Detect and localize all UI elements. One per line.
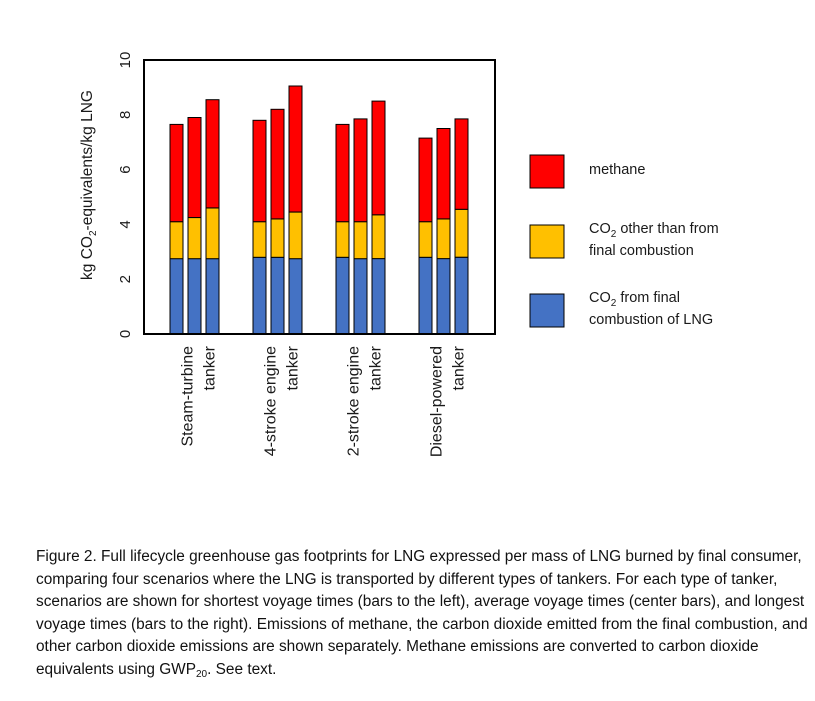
bar-segment	[187, 258, 202, 335]
x-label-line: tanker	[285, 345, 302, 390]
x-category-label: 2-stroke engine tanker	[346, 345, 385, 456]
bar-segment	[353, 118, 368, 223]
bar-segment	[418, 221, 433, 258]
bar-segment	[187, 117, 202, 218]
bar-segment	[270, 256, 285, 335]
bar-segment	[436, 128, 451, 220]
y-tick-label: 10	[117, 52, 134, 69]
bar-segment	[288, 211, 303, 260]
bar-segment	[187, 217, 202, 260]
text-part: combustion of LNG	[589, 312, 713, 328]
bar-segment	[205, 207, 220, 260]
bar-segment	[169, 258, 184, 335]
bar-segment	[454, 256, 469, 335]
legend-swatch	[529, 224, 565, 259]
bar-segment	[454, 118, 469, 210]
legend-label: methane	[589, 162, 645, 178]
subscript: 2	[611, 229, 617, 240]
legend-label: CO2 other than from	[589, 221, 719, 240]
x-category-label: 4-stroke engine tanker	[263, 345, 302, 456]
bar-segment	[335, 221, 350, 258]
text-part: CO	[589, 221, 611, 237]
legend-swatch	[529, 293, 565, 328]
x-axis-labels: Steam-turbine tanker 4-stroke engine tanker…	[180, 345, 468, 457]
legend-label: CO2 from final	[589, 290, 680, 309]
text-part: CO	[589, 290, 611, 306]
plot-frame	[143, 59, 496, 335]
bar-segment	[371, 214, 386, 260]
bar-segment	[252, 119, 267, 223]
x-label-line: Steam-turbine	[180, 346, 197, 447]
legend-swatch	[529, 154, 565, 189]
bar-segment	[205, 99, 220, 209]
bar-segment	[418, 256, 433, 335]
caption-tail: . See text.	[207, 660, 277, 678]
figure-caption: Figure 2. Full lifecycle greenhouse gas …	[36, 546, 811, 687]
text-part: final combustion	[589, 243, 694, 259]
bar-segment	[169, 221, 184, 260]
text-part: from final	[616, 290, 680, 306]
bar-segment	[270, 218, 285, 258]
bar-segment	[252, 256, 267, 335]
x-label-line: Diesel-powered	[429, 346, 446, 457]
bar-segment	[270, 108, 285, 220]
y-tick-label: 2	[117, 275, 134, 283]
text-part: methane	[589, 162, 645, 178]
chart-bars	[169, 85, 469, 335]
bar-segment	[436, 218, 451, 260]
text-part: other than from	[616, 221, 718, 237]
text-part: kg CO	[79, 236, 96, 280]
x-category-label: Diesel-powered tanker	[429, 345, 468, 457]
y-tick-label: 0	[117, 330, 134, 338]
x-label-line: tanker	[368, 345, 385, 390]
bar-segment	[436, 258, 451, 335]
y-axis-ticks: 0 2 4 6 8 10	[117, 52, 134, 339]
bar-segment	[335, 256, 350, 335]
legend-label: combustion of LNG	[589, 312, 713, 328]
bar-segment	[252, 221, 267, 258]
bar-segment	[353, 221, 368, 260]
bar-segment	[353, 258, 368, 335]
subscript: 2	[88, 230, 99, 236]
y-tick-label: 4	[117, 220, 134, 228]
legend-label: final combustion	[589, 243, 694, 259]
x-label-line: 2-stroke engine	[346, 346, 363, 456]
y-axis-label: kg CO2-equivalents/kg LNG	[79, 90, 99, 280]
x-category-label: Steam-turbine tanker	[180, 345, 219, 446]
x-label-line: tanker	[202, 345, 219, 390]
bar-segment	[205, 258, 220, 335]
x-label-line: 4-stroke engine	[263, 346, 280, 456]
y-tick-label: 6	[117, 165, 134, 173]
y-tick-label: 8	[117, 111, 134, 119]
bar-segment	[371, 258, 386, 335]
caption-gwp-subscript: 20	[195, 668, 208, 680]
bar-segment	[454, 208, 469, 258]
caption-text: Figure 2. Full lifecycle greenhouse gas …	[36, 548, 808, 678]
bar-segment	[335, 123, 350, 223]
text-part: -equivalents/kg LNG	[79, 90, 96, 230]
x-label-line: tanker	[451, 345, 468, 390]
bar-segment	[288, 258, 303, 335]
bar-segment	[371, 100, 386, 216]
bar-segment	[288, 85, 303, 213]
subscript: 2	[611, 298, 617, 309]
bar-segment	[169, 123, 184, 223]
bar-segment	[418, 137, 433, 223]
